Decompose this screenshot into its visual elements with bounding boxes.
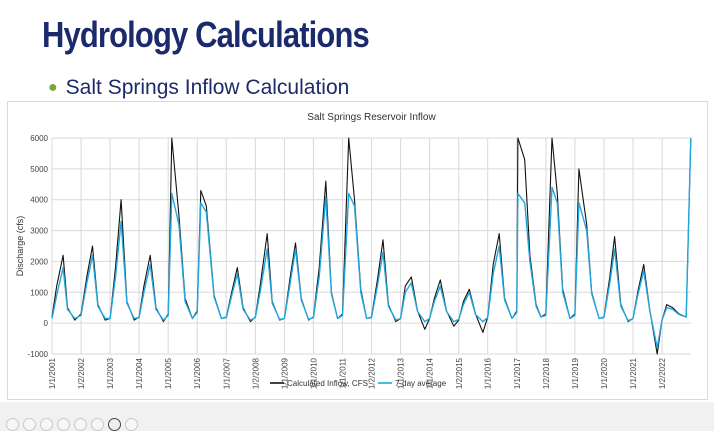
more-icon[interactable] — [125, 418, 138, 431]
slide-title: Hydrology Calculations — [42, 14, 370, 55]
inflow-chart: Salt Springs Reservoir Inflow -1000 0 1000 2… — [15, 112, 692, 389]
x-tick-label: 1/1/2010 — [309, 357, 318, 389]
x-tick-label: 1/1/2003 — [106, 357, 115, 389]
prev-icon[interactable] — [6, 418, 19, 431]
y-tick-label: 3000 — [30, 227, 48, 236]
x-tick-label: 1/2/2002 — [77, 357, 86, 389]
y-tick-label: 4000 — [30, 196, 48, 205]
x-tick-label: 1/1/2004 — [135, 357, 144, 389]
x-tick-label: 1/2/2008 — [251, 357, 260, 389]
x-tick-label: 1/2/2022 — [658, 357, 667, 389]
x-tick-label: 1/1/2020 — [600, 357, 609, 389]
x-tick-label: 1/2/2018 — [542, 357, 551, 389]
viewer-control-bar — [0, 402, 714, 431]
x-tick-label: 1/2/2015 — [455, 357, 464, 389]
x-tick-label: 1/1/2017 — [513, 357, 522, 389]
x-tick-label: 1/1/2013 — [397, 357, 406, 389]
legend-label: 7-day average — [395, 379, 447, 388]
chart-title: Salt Springs Reservoir Inflow — [307, 112, 436, 123]
y-tick-label: 6000 — [30, 134, 48, 143]
bullet-dot-icon: ● — [48, 79, 58, 96]
x-tick-label: 1/1/2009 — [280, 357, 289, 389]
legend-label: Calculated Inflow, CFS — [287, 379, 368, 388]
next-icon[interactable] — [23, 418, 36, 431]
pen-icon[interactable] — [40, 418, 53, 431]
x-tick-label: 1/1/2021 — [629, 357, 638, 389]
x-tick-label: 1/1/2019 — [571, 357, 580, 389]
x-tick-label: 1/1/2005 — [164, 357, 173, 389]
x-tick-label: 1/1/2011 — [338, 357, 347, 388]
x-tick-label: 1/1/2016 — [484, 357, 493, 389]
y-tick-label: 0 — [44, 319, 49, 328]
series-line-7-day-average — [51, 137, 692, 349]
bullet-item: ● Salt Springs Inflow Calculation — [48, 76, 349, 100]
captions-icon[interactable] — [91, 418, 104, 431]
y-tick-label: -1000 — [28, 350, 49, 359]
y-tick-label: 5000 — [30, 165, 48, 174]
x-tick-label: 1/1/2006 — [193, 357, 202, 389]
x-tick-label: 1/2/2012 — [368, 357, 377, 389]
y-axis-label: Discharge (cfs) — [15, 216, 25, 277]
x-tick-label: 1/1/2014 — [426, 357, 435, 389]
chart-frame: Salt Springs Reservoir Inflow -1000 0 1000 2… — [7, 101, 708, 400]
zoom-icon[interactable] — [74, 418, 87, 431]
y-tick-label: 2000 — [30, 257, 48, 266]
y-tick-label: 1000 — [30, 288, 48, 297]
x-tick-label: 1/1/2007 — [222, 357, 231, 389]
bullet-text: Salt Springs Inflow Calculation — [65, 76, 350, 99]
camera-icon[interactable] — [108, 418, 121, 431]
x-tick-label: 1/1/2001 — [48, 357, 57, 389]
pages-icon[interactable] — [57, 418, 70, 431]
